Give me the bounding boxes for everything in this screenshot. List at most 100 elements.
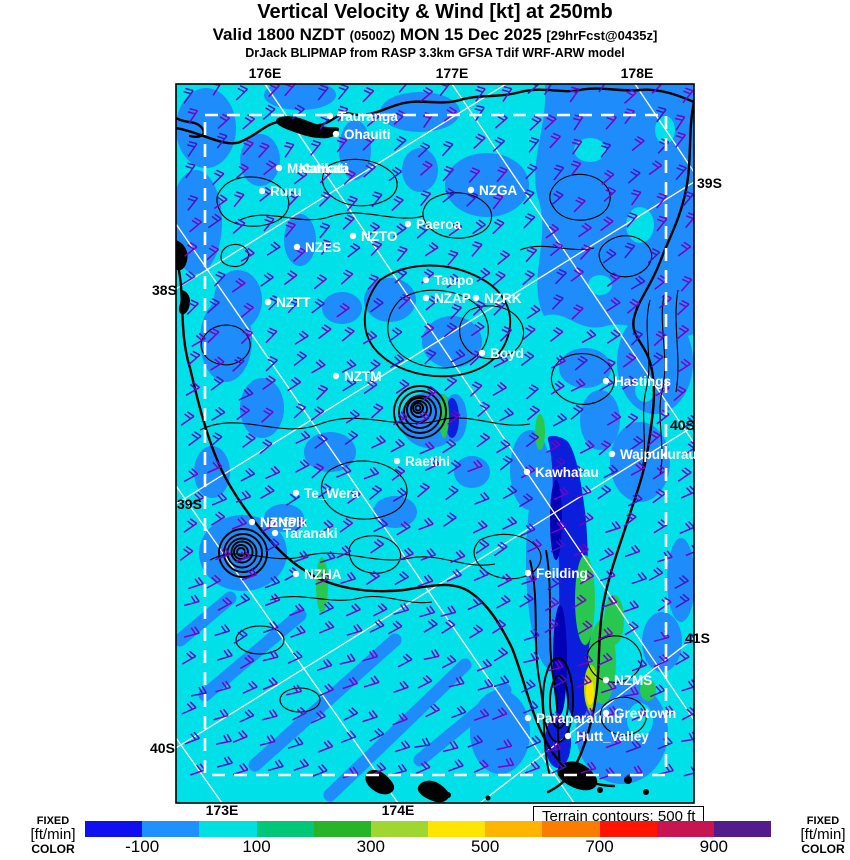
wind-barb xyxy=(605,520,621,534)
wind-barb xyxy=(262,375,276,391)
station-dot xyxy=(524,569,532,577)
wind-barb xyxy=(523,700,539,714)
wind-barb xyxy=(373,518,389,533)
legend-right-fixed: FIXED xyxy=(806,815,840,827)
wind-barb xyxy=(492,136,506,153)
station-dot xyxy=(564,732,572,740)
wind-barb xyxy=(396,521,411,536)
wind-barb xyxy=(476,267,491,283)
wind-barb xyxy=(551,456,566,472)
wind-barb xyxy=(315,384,329,401)
wind-barb xyxy=(362,330,378,345)
wind-barb xyxy=(606,272,621,288)
wind-barb xyxy=(653,330,667,347)
wind-barb xyxy=(268,294,281,311)
wind-barb xyxy=(217,755,234,768)
wind-barb xyxy=(231,277,246,293)
station-label: Feilding xyxy=(536,566,588,581)
wind-barb xyxy=(550,326,564,342)
wind-barb xyxy=(210,375,224,391)
wind-barb xyxy=(390,438,405,453)
wind-barb xyxy=(470,321,485,337)
wind-barb xyxy=(444,375,458,392)
wind-barb xyxy=(580,761,597,774)
wind-barb xyxy=(522,324,536,340)
wind-barb xyxy=(441,619,456,634)
wind-barb xyxy=(442,187,456,203)
wind-barb xyxy=(544,114,557,130)
wind-barb xyxy=(601,169,615,185)
station-label: Ruru xyxy=(270,184,302,199)
wind-barb xyxy=(293,403,307,419)
wind-barb xyxy=(342,214,355,230)
wind-barb xyxy=(622,686,639,698)
wind-barb xyxy=(522,269,535,286)
wind-barb xyxy=(311,359,326,374)
wind-barb xyxy=(492,218,505,235)
wind-barb xyxy=(622,352,637,368)
wind-barb xyxy=(183,87,194,104)
wind-barb xyxy=(206,574,222,589)
wind-barb xyxy=(189,491,205,506)
valid-fcst: [29hrFcst@0435z] xyxy=(546,28,658,43)
wind-barb xyxy=(522,189,535,205)
wind-barb xyxy=(581,329,597,344)
wind-barb xyxy=(578,620,593,635)
station-dot xyxy=(523,468,531,476)
wind-barb xyxy=(443,322,458,338)
wind-barb xyxy=(362,86,375,103)
station-dot xyxy=(264,298,272,306)
station-label: Tauranga xyxy=(338,109,398,124)
wind-barb xyxy=(572,114,584,131)
wind-barb xyxy=(469,381,483,397)
wind-barb xyxy=(261,708,278,721)
wind-barb xyxy=(547,659,564,672)
wind-barb xyxy=(388,166,403,182)
wind-barb xyxy=(317,84,329,101)
wind-barb xyxy=(347,242,361,258)
station-dot xyxy=(292,489,300,497)
wind-barb xyxy=(496,166,508,183)
colorbar-segment xyxy=(370,821,429,837)
wind-barb xyxy=(443,106,457,122)
wind-barb xyxy=(448,676,465,688)
wind-barb xyxy=(467,596,483,611)
wind-barb xyxy=(294,330,309,345)
wind-barb xyxy=(676,324,690,340)
wind-barb xyxy=(502,516,518,530)
wind-barb xyxy=(394,268,408,284)
wind-barb xyxy=(414,737,431,749)
legend-right-unit: [ft/min] xyxy=(800,826,846,844)
wind-barb xyxy=(188,431,202,447)
wind-barb xyxy=(293,550,309,563)
wind-barb xyxy=(343,169,356,186)
wind-barb xyxy=(293,169,308,185)
wind-barb xyxy=(180,411,195,426)
wind-barb xyxy=(367,359,381,375)
wind-barb xyxy=(675,164,687,181)
wind-barb xyxy=(447,459,462,475)
wind-barb xyxy=(677,241,692,257)
wind-barb xyxy=(650,352,664,368)
wind-barb xyxy=(336,136,348,153)
wind-barb xyxy=(314,433,328,449)
wind-barb xyxy=(492,270,506,286)
wind-barb xyxy=(370,538,385,554)
wind-barb xyxy=(341,359,357,373)
station-label: Waipukurau xyxy=(620,447,697,462)
wind-barb xyxy=(387,620,403,635)
wind-barb xyxy=(553,164,565,181)
wind-barb xyxy=(242,114,256,130)
colorbar-segment xyxy=(256,821,314,837)
wind-barb xyxy=(420,323,435,338)
wind-barb xyxy=(260,484,275,499)
wind-barb xyxy=(525,246,538,263)
wind-barb xyxy=(345,603,361,617)
wind-barb xyxy=(262,677,278,691)
wind-barb xyxy=(552,674,568,688)
wind-barb xyxy=(345,409,360,424)
page-title: Vertical Velocity & Wind [kt] at 250mb xyxy=(257,1,613,23)
station-label: Greytown xyxy=(614,706,676,721)
wind-barb xyxy=(625,413,639,429)
wind-barb xyxy=(526,735,542,749)
